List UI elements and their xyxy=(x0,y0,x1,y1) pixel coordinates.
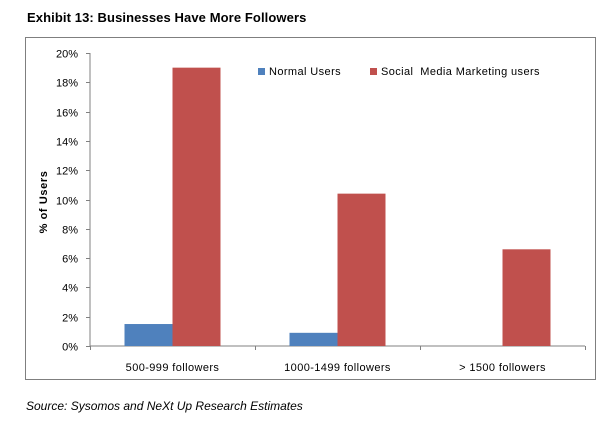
category-labels-layer: 500-999 followers 1000-1499 followers > 15… xyxy=(126,362,546,374)
y-tick-label: 10% xyxy=(56,196,78,208)
x-category-label: > 1500 followers xyxy=(459,362,546,374)
y-tick-label: 8% xyxy=(62,225,78,237)
exhibit-title: Exhibit 13: Businesses Have More Followe… xyxy=(27,10,307,25)
bar-normal-users xyxy=(124,324,173,346)
y-tick-label: 16% xyxy=(56,108,78,120)
y-tick-label: 6% xyxy=(62,254,78,266)
y-tick-label: 2% xyxy=(62,313,78,325)
y-tick-label: 18% xyxy=(56,78,78,90)
y-axis-title: % of Users xyxy=(38,171,50,234)
ticks-layer: 0% 2% 4% 6% 8% 10% 12% 14% 16% 18% 20% xyxy=(56,49,586,354)
source-note: Source: Sysomos and NeXt Up Research Est… xyxy=(26,399,303,413)
x-category-label: 1000-1499 followers xyxy=(284,362,391,374)
y-tick-label: 20% xyxy=(56,49,78,61)
y-tick-label: 0% xyxy=(62,342,78,354)
y-tick-label: 14% xyxy=(56,137,78,149)
x-category-label: 500-999 followers xyxy=(126,362,220,374)
y-tick-label: 4% xyxy=(62,283,78,295)
chart-frame xyxy=(25,37,596,380)
legend-swatch-smm-users xyxy=(370,68,377,75)
legend-label-normal-users: Normal Users xyxy=(269,66,341,78)
legend-swatch-normal-users xyxy=(258,68,265,75)
bar-smm-users xyxy=(337,193,386,346)
legend-label-smm-users: Social Media Marketing users xyxy=(381,66,540,78)
legend: Normal Users Social Media Marketing users xyxy=(258,66,540,78)
bar-normal-users xyxy=(289,332,338,346)
y-tick-label: 12% xyxy=(56,166,78,178)
bars-layer xyxy=(124,67,551,347)
bar-smm-users xyxy=(502,249,551,346)
bar-smm-users xyxy=(172,67,221,347)
